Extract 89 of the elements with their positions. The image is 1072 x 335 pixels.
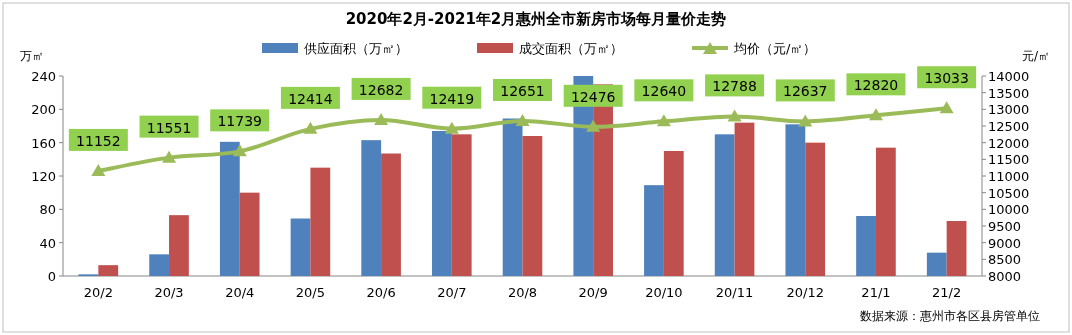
bar — [502, 118, 523, 276]
y-tick-label: 240 — [31, 69, 56, 84]
data-label: 11739 — [217, 113, 262, 130]
data-label: 12476 — [570, 88, 616, 105]
y2-tick-label: 13500 — [988, 85, 1030, 101]
point — [515, 113, 530, 126]
point — [868, 108, 883, 121]
y2-tick-label: 9500 — [988, 219, 1022, 234]
bar — [219, 141, 240, 276]
bar — [785, 124, 806, 276]
x-tick-label: 21/1 — [861, 285, 891, 300]
point — [586, 119, 601, 132]
point — [939, 101, 954, 114]
y2-tick-label: 8500 — [988, 252, 1022, 268]
data-label: 12820 — [853, 77, 899, 94]
point — [162, 150, 177, 163]
point — [727, 109, 742, 122]
y2-tick-label: 11000 — [988, 169, 1030, 184]
y2-axis-title: 元/㎡ — [1021, 49, 1050, 63]
bar — [310, 167, 331, 276]
bar — [875, 147, 896, 276]
y2-tick-label: 13000 — [988, 102, 1030, 118]
bar — [290, 218, 311, 276]
data-label: 12640 — [641, 83, 687, 100]
bar — [239, 192, 260, 276]
point — [374, 112, 389, 125]
data-label: 12419 — [429, 90, 475, 107]
x-tick-label: 20/6 — [366, 285, 396, 300]
bar — [856, 216, 876, 276]
y2-tick-label: 9000 — [988, 235, 1022, 251]
point — [232, 144, 247, 157]
y2-tick-label: 10000 — [988, 202, 1030, 218]
bar — [805, 142, 826, 276]
bar — [734, 122, 755, 276]
legend-label: 均价（元/㎡） — [733, 41, 817, 56]
bar — [946, 221, 967, 276]
y-tick-label: 80 — [39, 202, 56, 218]
y2-tick-label: 12000 — [988, 135, 1030, 151]
y2-tick-label: 10500 — [988, 185, 1030, 201]
data-label: 12414 — [288, 90, 333, 107]
bar — [169, 215, 189, 276]
data-label: 12637 — [783, 83, 828, 100]
x-tick-label: 21/2 — [932, 285, 962, 300]
point — [303, 121, 318, 134]
y-tick-label: 200 — [31, 102, 56, 118]
x-tick-label: 20/11 — [715, 285, 754, 300]
legend-label: 成交面积（万㎡） — [519, 41, 623, 56]
x-tick-label: 20/8 — [507, 285, 538, 300]
y-tick-label: 40 — [39, 235, 56, 251]
bar — [644, 185, 664, 276]
data-label: 12682 — [358, 81, 404, 98]
bar — [432, 131, 452, 276]
bar — [663, 151, 684, 276]
source-note: 数据来源：惠州市各区县房管单位 — [860, 309, 1040, 323]
point — [91, 163, 106, 176]
bar — [451, 134, 472, 276]
x-tick-label: 20/10 — [645, 285, 683, 300]
x-tick-label: 20/5 — [295, 285, 326, 300]
bar — [381, 153, 401, 276]
x-tick-label: 20/7 — [437, 285, 467, 300]
data-label: 13033 — [924, 70, 969, 87]
data-label: 12788 — [712, 78, 757, 95]
bar — [522, 136, 543, 276]
x-tick-label: 20/3 — [154, 285, 184, 300]
bar — [361, 140, 382, 276]
point — [656, 114, 671, 127]
bar — [98, 265, 119, 276]
bar — [149, 254, 170, 276]
y2-tick-label: 12500 — [988, 119, 1030, 134]
y-tick-label: 0 — [47, 269, 56, 284]
data-label: 11152 — [76, 132, 121, 149]
x-tick-label: 20/2 — [83, 285, 113, 300]
y-tick-label: 160 — [31, 135, 56, 151]
y2-tick-label: 14000 — [988, 69, 1030, 84]
x-tick-label: 20/12 — [786, 285, 824, 300]
bar — [714, 134, 735, 276]
y2-tick-label: 11500 — [988, 152, 1030, 168]
bar — [926, 252, 947, 276]
point — [444, 121, 459, 134]
x-tick-label: 20/4 — [225, 285, 255, 300]
data-label: 12651 — [500, 82, 545, 99]
data-label: 11551 — [146, 119, 192, 136]
x-tick-label: 20/9 — [578, 285, 608, 300]
chart-title: 2020年2月-2021年2月惠州全市新房市场每月量价走势 — [345, 10, 727, 28]
point — [798, 114, 813, 127]
y-axis-title: 万㎡ — [20, 49, 44, 63]
y-tick-label: 120 — [31, 169, 56, 184]
y2-tick-label: 8000 — [988, 269, 1022, 284]
legend-label: 供应面积（万㎡） — [304, 41, 408, 56]
